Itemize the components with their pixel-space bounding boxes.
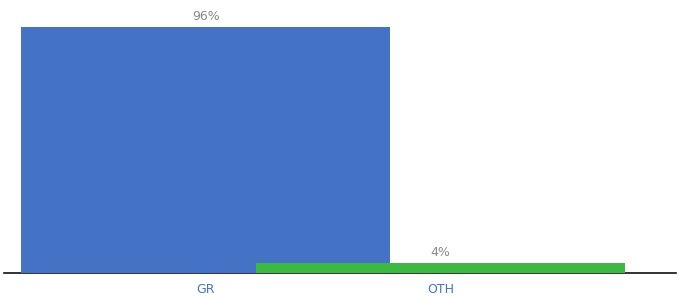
Text: 4%: 4% <box>431 246 451 259</box>
Bar <box>21 27 390 273</box>
Text: 96%: 96% <box>192 11 220 23</box>
Bar <box>256 263 626 273</box>
